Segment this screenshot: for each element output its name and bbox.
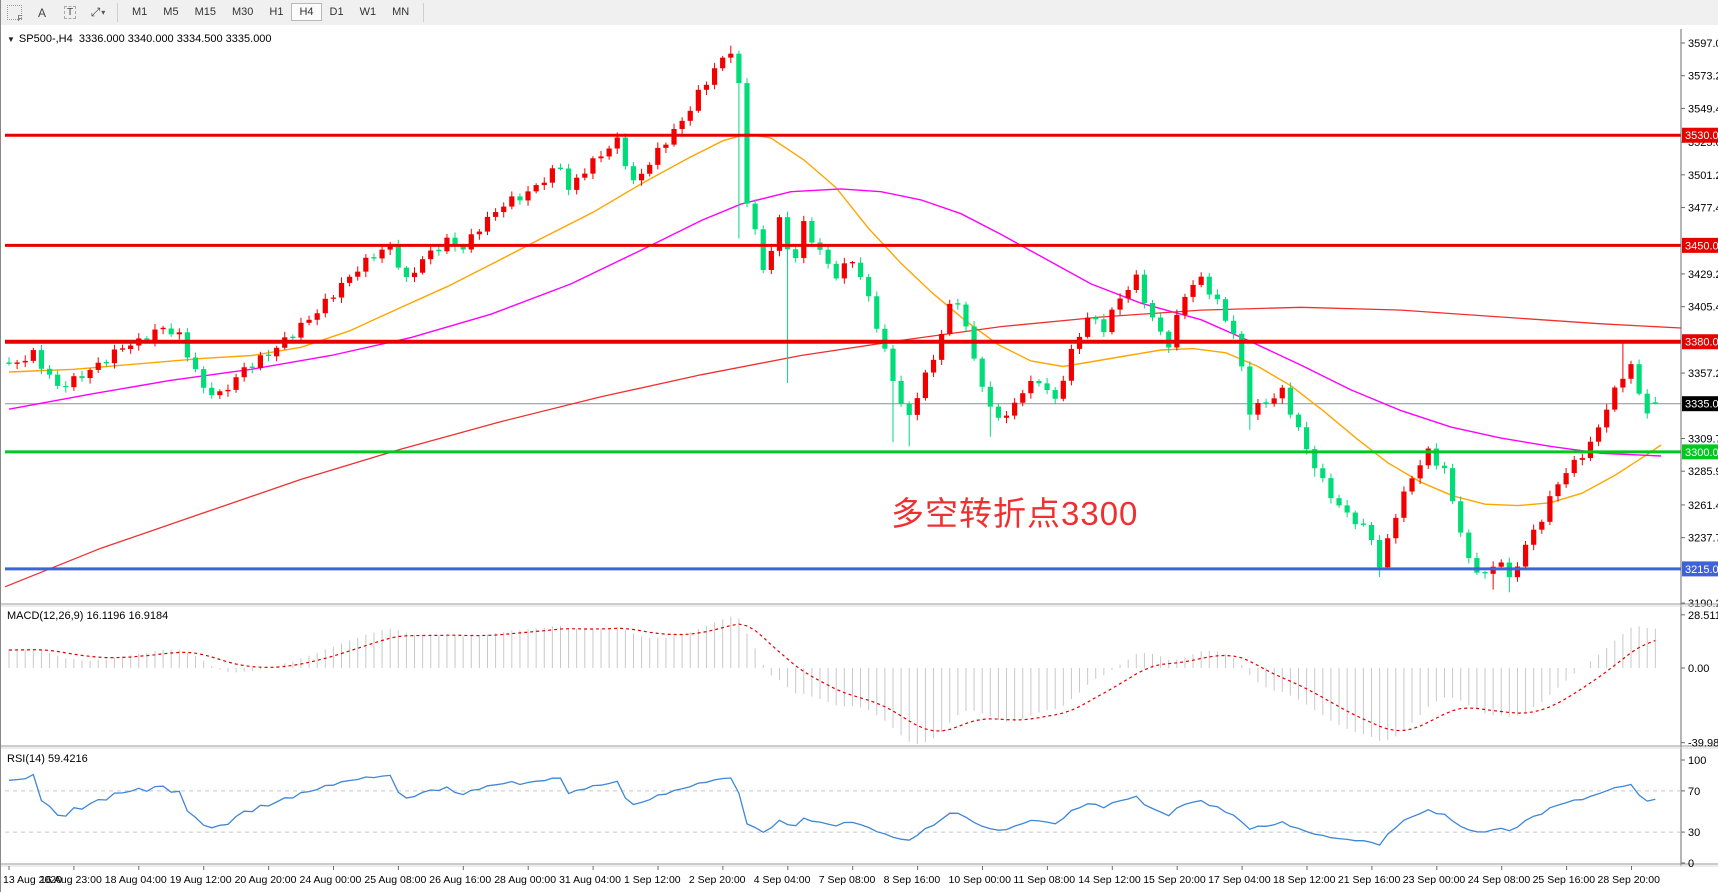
toolbar-separator — [117, 3, 118, 22]
price-axis-tick: 3405.48 — [1688, 302, 1718, 314]
macd-indicator-label: MACD(12,26,9) 16.1196 16.9184 — [7, 610, 169, 622]
price-axis-tick: 3309.72 — [1688, 433, 1718, 445]
arrows-tool-icon[interactable]: ⤢ ▾ — [90, 5, 106, 19]
time-axis-label: 8 Sep 16:00 — [884, 874, 941, 886]
rsi-line — [8, 773, 1656, 846]
time-axis-label: 7 Sep 08:00 — [819, 874, 876, 886]
svg-text:3450.00: 3450.00 — [1685, 240, 1718, 252]
time-axis-label: 4 Sep 04:00 — [754, 874, 811, 886]
ma-slow-red — [4, 306, 1682, 588]
grid-f-icon[interactable]: F — [2, 2, 26, 23]
svg-text:3300.00: 3300.00 — [1685, 447, 1718, 459]
rsi-axis-tick: 0 — [1688, 858, 1694, 870]
toolbar-separator — [423, 3, 425, 22]
time-axis-label: 28 Sep 20:00 — [1598, 874, 1661, 886]
chart-area[interactable]: 3597.003573.243549.483525.003501.243477.… — [1, 25, 1718, 892]
price-axis-tick: 3357.24 — [1688, 368, 1718, 380]
rsi-axis-tick: 70 — [1688, 786, 1700, 798]
candles — [6, 45, 1658, 593]
time-axis-label: 17 Sep 04:00 — [1208, 874, 1271, 886]
time-axis-label: 15 Sep 20:00 — [1143, 874, 1206, 886]
chevron-down-icon: ▾ — [101, 8, 106, 17]
price-axis-tick: 3597.00 — [1688, 38, 1718, 50]
time-axis-label: 18 Aug 04:00 — [105, 874, 167, 886]
time-axis-label: 25 Sep 16:00 — [1533, 874, 1596, 886]
timeframe-button-m15[interactable]: M15 — [194, 6, 216, 18]
price-axis-tick: 3429.24 — [1688, 269, 1718, 281]
timeframe-button-h1[interactable]: H1 — [269, 6, 284, 18]
price-axis-tick: 3549.48 — [1688, 103, 1718, 115]
macd-histogram — [8, 616, 1656, 744]
toolbar: F A T ⤢ ▾ M1 M5 M15 M30 H1 H4 D1 W1 MN — [1, 0, 1718, 26]
time-axis-label: 24 Aug 00:00 — [300, 874, 362, 886]
resistance-3450-label — [1682, 237, 1718, 253]
support-3215-label — [1682, 561, 1718, 577]
time-axis-label: 26 Aug 16:00 — [429, 874, 491, 886]
timeframe-button-m5[interactable]: M5 — [163, 6, 179, 18]
time-axis-label: 23 Sep 00:00 — [1403, 874, 1466, 886]
timeframe-group: M1 M5 M15 M30 H1 H4 D1 W1 MN — [124, 3, 417, 21]
rsi-axis-tick: 30 — [1688, 827, 1700, 839]
price-axis-tick: 3237.72 — [1688, 533, 1718, 545]
time-axis-label: 21 Sep 16:00 — [1338, 874, 1401, 886]
svg-text:3530.00: 3530.00 — [1685, 130, 1718, 142]
time-axis-label: 16 Aug 23:00 — [40, 874, 102, 886]
resistance-3380-label — [1682, 334, 1718, 350]
support-3300-label — [1682, 444, 1718, 460]
current-price-label — [1682, 396, 1718, 412]
symbol-ohlc-readout: ▼ SP500-,H4 3336.000 3340.000 3334.500 33… — [7, 33, 272, 45]
time-axis-label: 10 Sep 00:00 — [949, 874, 1012, 886]
svg-text:3215.00: 3215.00 — [1685, 564, 1718, 576]
timeframe-button-d1[interactable]: D1 — [329, 6, 344, 18]
price-axis-tick: 3261.48 — [1688, 500, 1718, 512]
chart-annotation-text: 多空转折点3300 — [891, 495, 1139, 532]
time-axis-label: 19 Aug 12:00 — [170, 874, 232, 886]
price-axis-tick: 3573.24 — [1688, 71, 1718, 83]
timeframe-button-m1[interactable]: M1 — [132, 6, 148, 18]
macd-axis-tick: 28.5114 — [1688, 610, 1718, 622]
macd-axis-tick: -39.9869 — [1688, 738, 1718, 750]
svg-text:3335.00: 3335.00 — [1685, 399, 1718, 411]
price-axis-tick: 3501.24 — [1688, 170, 1718, 182]
time-axis-label: 20 Aug 20:00 — [235, 874, 297, 886]
macd-signal-line — [8, 623, 1656, 732]
timeframe-button-m30[interactable]: M30 — [231, 6, 254, 18]
rsi-axis-tick: 100 — [1688, 755, 1706, 767]
time-axis-label: 1 Sep 12:00 — [624, 874, 681, 886]
text-label-icon[interactable]: T — [58, 2, 82, 23]
time-axis-label: 13 Aug 2020 — [3, 874, 62, 886]
resistance-3530-label — [1682, 127, 1718, 143]
svg-text:3380.00: 3380.00 — [1685, 337, 1718, 349]
rsi-indicator-label: RSI(14) 59.4216 — [7, 753, 88, 765]
time-axis-label: 31 Aug 04:00 — [559, 874, 621, 886]
symbol-name: SP500-,H4 — [18, 33, 73, 45]
time-axis-label: 28 Aug 00:00 — [494, 874, 556, 886]
macd-axis-tick: 0.00 — [1688, 663, 1709, 675]
time-axis-label: 11 Sep 08:00 — [1013, 874, 1075, 886]
timeframe-button-h4[interactable]: H4 — [291, 3, 322, 21]
time-axis-label: 25 Aug 08:00 — [364, 874, 426, 886]
time-axis-label: 24 Sep 08:00 — [1468, 874, 1531, 886]
time-axis-label: 14 Sep 12:00 — [1078, 874, 1141, 886]
time-axis-label: 2 Sep 20:00 — [689, 874, 746, 886]
price-chart-canvas[interactable]: 3597.003573.243549.483525.003501.243477.… — [1, 25, 1718, 892]
price-axis-tick: 3285.96 — [1688, 466, 1718, 478]
time-axis-label: 18 Sep 12:00 — [1273, 874, 1336, 886]
timeframe-button-mn[interactable]: MN — [392, 6, 410, 18]
text-icon[interactable]: A — [37, 5, 46, 20]
ohlc-values: 3336.000 3340.000 3334.500 3335.000 — [78, 33, 272, 45]
collapse-triangle-icon[interactable]: ▼ — [7, 35, 15, 44]
timeframe-button-w1[interactable]: W1 — [359, 6, 377, 18]
price-axis-tick: 3477.48 — [1688, 203, 1718, 215]
